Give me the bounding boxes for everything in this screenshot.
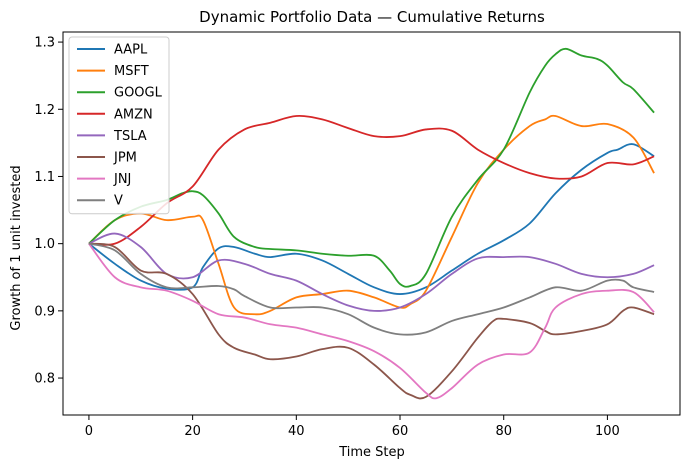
legend: AAPL MSFT GOOGL AMZN TSLA JPM JNJ V <box>68 36 170 215</box>
series-line-msft <box>88 114 655 316</box>
legend-label-tsla: TSLA <box>113 129 147 144</box>
legend-label-aapl: AAPL <box>114 43 148 58</box>
legend-label-v: V <box>114 194 123 209</box>
y-tick-label: 0.8 <box>34 372 55 387</box>
axes-frame <box>62 31 681 416</box>
chart-title: Dynamic Portfolio Data — Cumulative Retu… <box>199 8 545 26</box>
legend-label-msft: MSFT <box>114 64 149 79</box>
legend-label-googl: GOOGL <box>114 86 163 101</box>
series-line-v <box>88 242 655 336</box>
series-line-aapl <box>88 143 655 295</box>
y-axis-label: Growth of 1 unit invested <box>9 165 24 330</box>
y-tick-label: 1.0 <box>34 237 55 252</box>
series-line-googl <box>88 47 655 288</box>
x-tick-label: 60 <box>392 424 409 439</box>
x-tick-label: 80 <box>495 424 512 439</box>
legend-label-amzn: AMZN <box>114 107 153 122</box>
x-axis-label: Time Step <box>338 445 405 460</box>
y-tick-label: 0.9 <box>34 304 55 319</box>
plot-area: 0 20 40 60 80 100 0.8 0.9 1.0 1.1 1.2 1.3 AAPL MSFT GO… <box>34 31 681 439</box>
y-tick-label: 1.1 <box>34 170 55 185</box>
series-line-amzn <box>88 114 655 246</box>
x-tick-label: 0 <box>85 424 93 439</box>
y-tick-label: 1.3 <box>34 36 55 51</box>
legend-label-jpm: JPM <box>113 151 137 166</box>
x-tick-label: 100 <box>595 424 620 439</box>
series-line-jnj <box>88 243 655 400</box>
legend-box <box>68 36 170 215</box>
x-tick-label: 40 <box>288 424 305 439</box>
legend-label-jnj: JNJ <box>113 172 131 187</box>
series-line-tsla <box>88 232 655 312</box>
x-tick-label: 20 <box>184 424 201 439</box>
series-line-jpm <box>88 242 655 400</box>
y-tick-label: 1.2 <box>34 103 55 118</box>
